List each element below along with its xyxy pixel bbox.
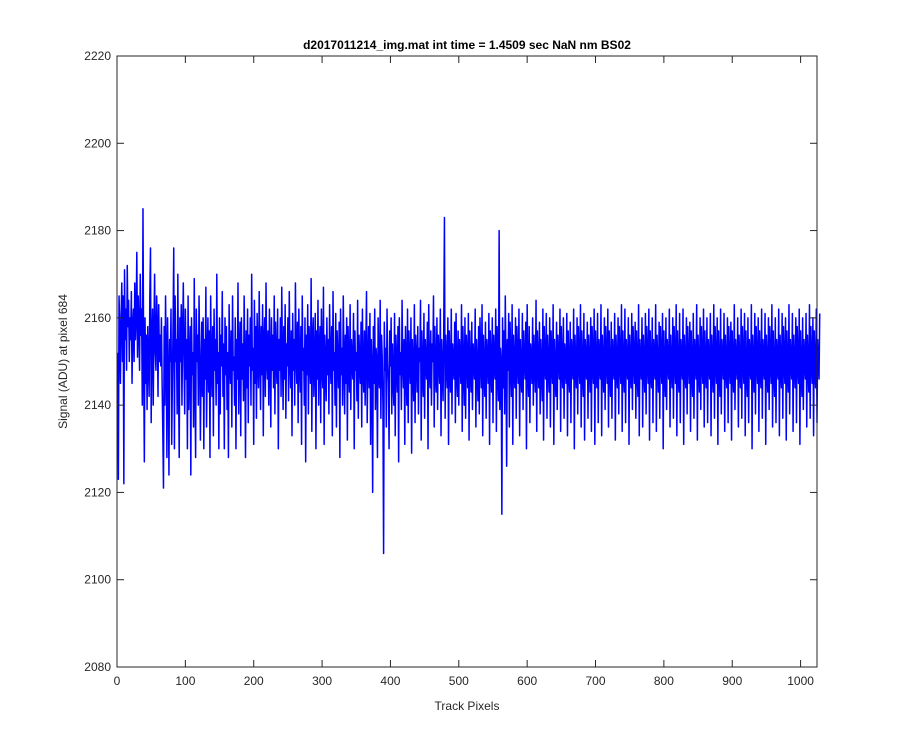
x-tick-label: 1000 — [787, 674, 814, 688]
chart-title: d2017011214_img.mat int time = 1.4509 se… — [303, 38, 631, 52]
y-tick-label: 2200 — [84, 136, 111, 150]
signal-series-line — [116, 208, 821, 555]
x-tick-label: 500 — [449, 674, 469, 688]
axes-box — [116, 55, 818, 668]
y-axis-label: Signal (ADU) at pixel 684 — [56, 294, 70, 429]
x-tick-label: 400 — [380, 674, 400, 688]
y-tick-label: 2100 — [84, 573, 111, 587]
x-tick-label: 700 — [586, 674, 606, 688]
x-tick-label: 0 — [114, 674, 121, 688]
x-axis-label: Track Pixels — [435, 699, 500, 713]
x-tick-label: 800 — [654, 674, 674, 688]
x-tick-label: 600 — [517, 674, 537, 688]
y-tick-label: 2120 — [84, 485, 111, 499]
y-tick-label: 2140 — [84, 398, 111, 412]
x-tick-label: 900 — [722, 674, 742, 688]
y-axis-ticks: 2080 2100 2120 2140 2160 2180 2200 2220 — [84, 49, 817, 674]
x-tick-label: 300 — [312, 674, 332, 688]
y-tick-label: 2080 — [84, 660, 111, 674]
x-tick-label: 100 — [175, 674, 195, 688]
y-tick-label: 2180 — [84, 224, 111, 238]
y-tick-label: 2220 — [84, 49, 111, 63]
y-tick-label: 2160 — [84, 311, 111, 325]
x-tick-label: 200 — [244, 674, 264, 688]
series-layer — [116, 208, 821, 555]
x-axis-ticks: 0 100 200 300 400 500 600 700 800 900 1000 — [114, 56, 814, 688]
